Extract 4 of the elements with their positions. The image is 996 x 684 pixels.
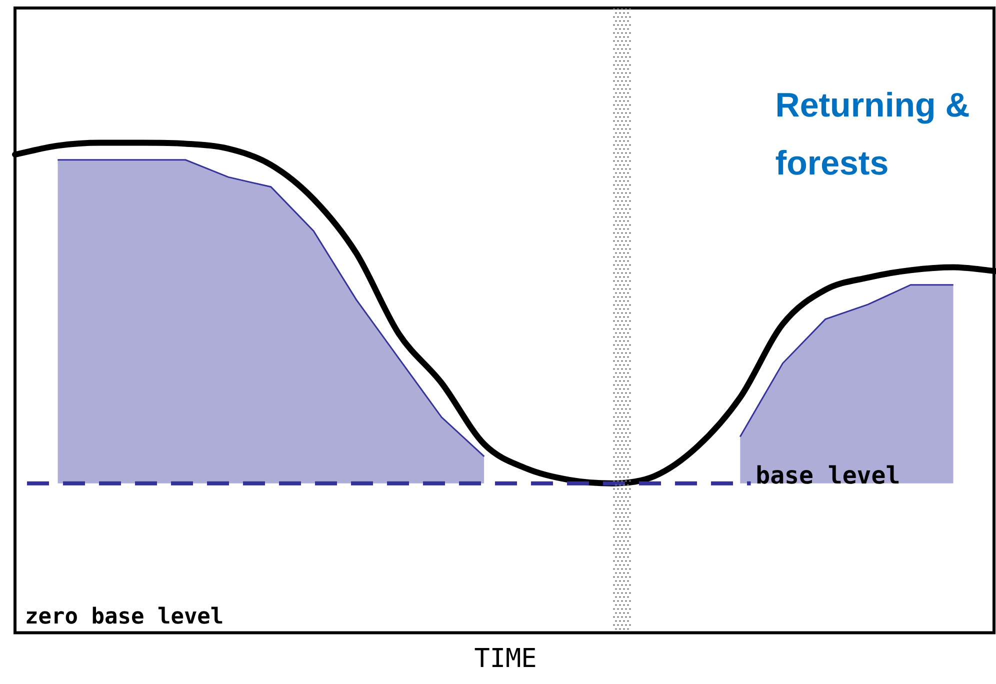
annotation: Returning & forests [775,86,970,182]
annotation: zero base level [25,604,224,630]
ref-line-label: base level [756,462,900,490]
x-axis-title: TIME [474,644,537,674]
